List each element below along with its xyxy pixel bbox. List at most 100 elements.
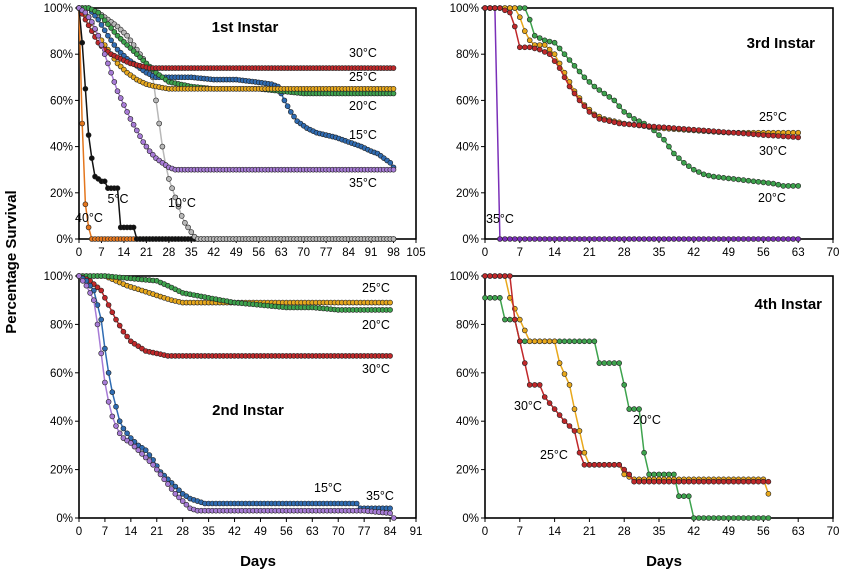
data-point	[710, 515, 717, 521]
data-point	[695, 515, 702, 521]
data-point	[124, 32, 130, 39]
data-point	[169, 185, 175, 191]
data-point	[101, 17, 108, 24]
x-tick-label: 77	[320, 247, 333, 259]
data-point	[646, 471, 652, 478]
data-point	[114, 185, 121, 191]
data-point	[284, 103, 291, 109]
data-point	[124, 430, 130, 437]
data-point	[676, 155, 682, 161]
data-point	[154, 466, 160, 473]
data-point	[606, 236, 613, 242]
y-tick-label: 80%	[50, 49, 73, 61]
data-point	[676, 493, 682, 500]
x-tick-label: 14	[118, 247, 131, 259]
data-point	[521, 5, 528, 11]
data-point	[172, 490, 179, 497]
data-point	[109, 389, 116, 396]
data-point	[765, 515, 772, 521]
series-label: 30°C	[514, 399, 542, 413]
data-point	[127, 37, 134, 44]
x-tick-label: 49	[722, 526, 735, 538]
data-point	[785, 236, 792, 242]
data-point	[700, 515, 707, 521]
data-point	[695, 236, 702, 242]
data-point	[790, 236, 797, 242]
data-point	[101, 27, 108, 34]
series-label: 30°C	[362, 362, 390, 376]
data-point	[507, 9, 513, 16]
data-point	[601, 117, 608, 123]
data-point	[740, 177, 747, 183]
data-point	[108, 25, 114, 31]
data-point	[745, 236, 752, 242]
data-point	[710, 128, 717, 134]
data-point	[715, 174, 722, 180]
data-point	[566, 83, 573, 90]
data-point	[760, 515, 767, 521]
data-point	[105, 60, 111, 67]
data-point	[87, 290, 93, 296]
data-point	[601, 461, 608, 468]
data-point	[636, 478, 642, 485]
data-point	[566, 423, 573, 429]
data-point	[105, 32, 111, 39]
data-point	[690, 166, 697, 173]
data-point	[85, 14, 92, 21]
data-point	[780, 236, 787, 242]
chart-panel: 0% 20% 40% 60% 80% 100% 0 7 14 21 28 35 42 49 56 63 70 4t…	[450, 271, 840, 538]
data-point	[178, 213, 185, 219]
y-tick-label: 60%	[456, 368, 479, 380]
panel-title: 3rd Instar	[747, 35, 816, 52]
data-point	[606, 360, 613, 366]
series-label: 25°C	[759, 110, 787, 124]
y-axis-title: Percentage Survival	[3, 190, 20, 333]
data-point	[521, 28, 528, 34]
data-point	[770, 132, 777, 139]
data-point	[531, 236, 538, 242]
data-point	[596, 360, 603, 366]
data-point	[790, 134, 797, 140]
data-point	[546, 400, 553, 406]
data-point	[102, 294, 108, 301]
data-point	[291, 113, 297, 120]
data-point	[566, 382, 573, 388]
data-point	[765, 180, 772, 186]
series-30°C	[482, 5, 802, 141]
data-point	[130, 224, 137, 231]
data-point	[556, 360, 563, 366]
data-point	[760, 236, 767, 242]
data-point	[700, 478, 707, 485]
data-point	[551, 51, 558, 58]
data-point	[740, 130, 747, 137]
data-point	[116, 322, 123, 329]
data-point	[656, 132, 662, 138]
data-point	[109, 309, 116, 316]
y-tick-label: 80%	[456, 319, 479, 331]
data-point	[541, 49, 548, 55]
data-point	[521, 236, 528, 242]
data-point	[526, 338, 533, 345]
data-point	[715, 236, 722, 242]
data-point	[124, 109, 130, 115]
data-point	[287, 109, 294, 115]
data-point	[671, 236, 677, 242]
data-point	[95, 9, 102, 16]
data-point	[516, 5, 523, 11]
data-point	[516, 44, 523, 51]
x-tick-label: 7	[517, 526, 523, 538]
x-tick-label: 35	[185, 247, 198, 259]
panel-title: 4th Instar	[754, 296, 822, 313]
x-tick-label: 56	[757, 247, 770, 259]
x-tick-label: 21	[140, 247, 153, 259]
data-point	[755, 478, 762, 485]
data-point	[591, 83, 598, 90]
x-tick-label: 28	[618, 526, 631, 538]
data-point	[730, 515, 737, 521]
data-point	[695, 478, 702, 485]
x-tick-label: 56	[757, 526, 770, 538]
data-point	[124, 333, 130, 340]
data-point	[531, 32, 538, 39]
data-point	[576, 236, 583, 242]
data-point	[76, 273, 82, 279]
